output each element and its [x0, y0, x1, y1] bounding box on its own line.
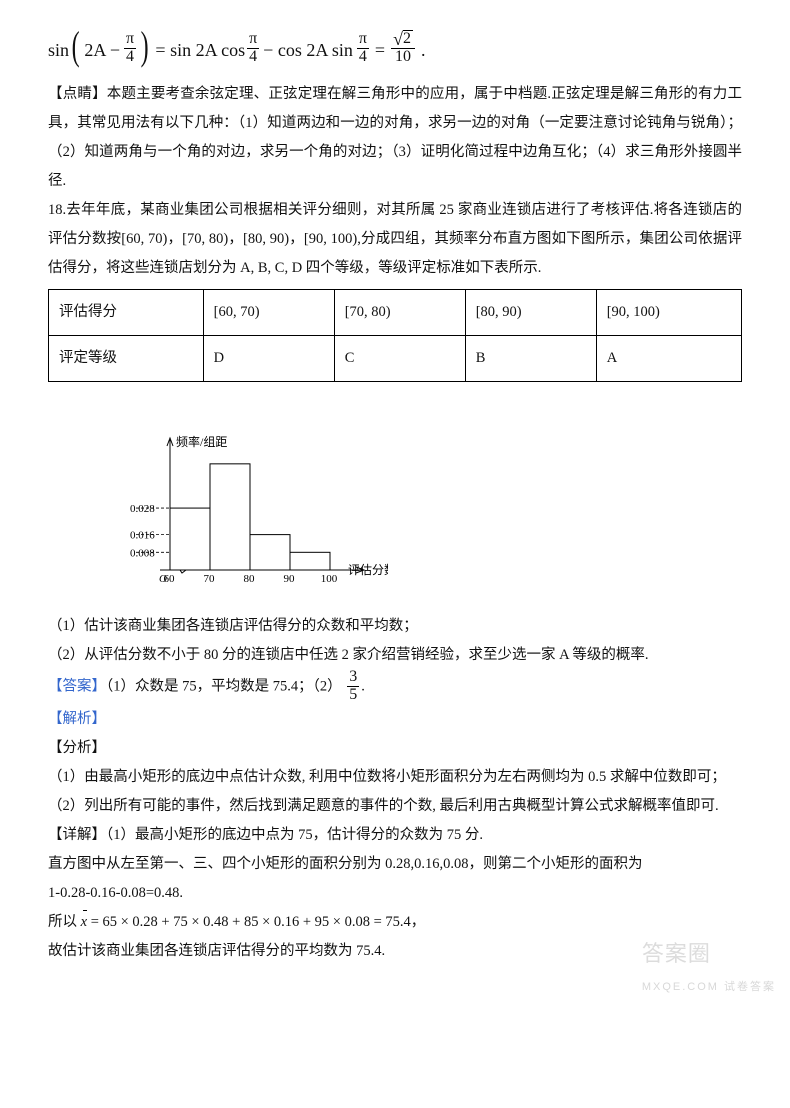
svg-text:80: 80 [244, 573, 256, 585]
answer-body1: （1）众数是 75，平均数是 75.4；（2） [106, 679, 342, 695]
td-c: C [334, 336, 465, 382]
inner-a: 2A − [84, 32, 120, 68]
table-row: 评定等级 D C B A [49, 336, 742, 382]
svg-text:60: 60 [164, 573, 176, 585]
problem-18: 18.去年年底，某商业集团公司根据相关评分细则，对其所属 25 家商业连锁店进行… [48, 196, 742, 283]
svg-text:频率/组距: 频率/组距 [176, 434, 227, 449]
commentary-1: 【点睛】本题主要考查余弦定理、正弦定理在解三角形中的应用，属于中档题.正弦定理是… [48, 80, 742, 196]
th-r2: [70, 80) [334, 290, 465, 336]
x-bar: x [81, 908, 87, 937]
svg-text:评估分数: 评估分数 [348, 562, 388, 577]
svg-text:0.016: 0.016 [130, 530, 155, 542]
fenxi-label: 【分析】 [48, 734, 742, 763]
frac-pi4-2: π 4 [247, 31, 259, 66]
frac-pi4-1: π 4 [124, 31, 136, 66]
sqrt-2: √2 [393, 30, 413, 48]
paren-left: ( [72, 26, 80, 66]
svg-text:100: 100 [321, 573, 338, 585]
formula-period: . [421, 32, 426, 68]
jiexi-label: 【解析】 [48, 705, 742, 734]
svg-text:90: 90 [284, 573, 296, 585]
answer-frac: 3 5 [347, 669, 359, 704]
histogram-chart: O607080901000.0280.0160.008频率/组距 评估分数 [118, 432, 388, 592]
td-b: B [465, 336, 596, 382]
paren-right: ) [141, 26, 149, 66]
answer-period: . [361, 679, 365, 695]
xiangjie-2: 直方图中从左至第一、三、四个小矩形的面积分别为 0.28,0.16,0.08，则… [48, 850, 742, 879]
eq1: = sin 2A cos [155, 32, 245, 68]
fenxi-1: （1）由最高小矩形的底边中点估计众数, 利用中位数将小矩形面积分为左右两侧均为 … [48, 763, 742, 792]
answer-label: 【答案】 [48, 679, 106, 695]
watermark-small: MXQE.COM 试卷答案 [642, 976, 776, 998]
th-r3: [80, 90) [465, 290, 596, 336]
td-a: A [596, 336, 741, 382]
svg-text:0.008: 0.008 [130, 547, 155, 559]
td-d: D [203, 336, 334, 382]
svg-text:0.028: 0.028 [130, 503, 155, 515]
sin-lhs: sin [48, 32, 69, 68]
question-1: （1）估计该商业集团各连锁店评估得分的众数和平均数； [48, 612, 742, 641]
svg-text:70: 70 [204, 573, 216, 585]
xiangjie-5: 故估计该商业集团各连锁店评估得分的平均数为 75.4. [48, 937, 742, 966]
answer-line: 【答案】（1）众数是 75，平均数是 75.4；（2） 3 5 . [48, 670, 742, 705]
frac-pi4-3: π 4 [357, 31, 369, 66]
fenxi-2: （2）列出所有可能的事件，然后找到满足题意的事件的个数, 最后利用古典概型计算公… [48, 792, 742, 821]
table-row: 评估得分 [60, 70) [70, 80) [80, 90) [90, 100… [49, 290, 742, 336]
question-2: （2）从评估分数不小于 80 分的连锁店中任选 2 家介绍营销经验，求至少选一家… [48, 641, 742, 670]
td-grade: 评定等级 [49, 336, 204, 382]
th-r1: [60, 70) [203, 290, 334, 336]
eq2: = [375, 32, 385, 68]
th-score: 评估得分 [49, 290, 204, 336]
xiangjie-4: 所以 x = 65 × 0.28 + 75 × 0.48 + 85 × 0.16… [48, 908, 742, 937]
xiangjie-3: 1-0.28-0.16-0.08=0.48. [48, 879, 742, 908]
th-r4: [90, 100) [596, 290, 741, 336]
mid: − cos 2A sin [263, 32, 353, 68]
grade-table: 评估得分 [60, 70) [70, 80) [80, 90) [90, 100… [48, 289, 742, 382]
result-frac: √2 10 [391, 30, 415, 66]
xiangjie-1: 【详解】（1）最高小矩形的底边中点为 75，估计得分的众数为 75 分. [48, 821, 742, 850]
formula-line: sin ( 2A − π 4 ) = sin 2A cos π 4 − cos … [48, 28, 742, 80]
